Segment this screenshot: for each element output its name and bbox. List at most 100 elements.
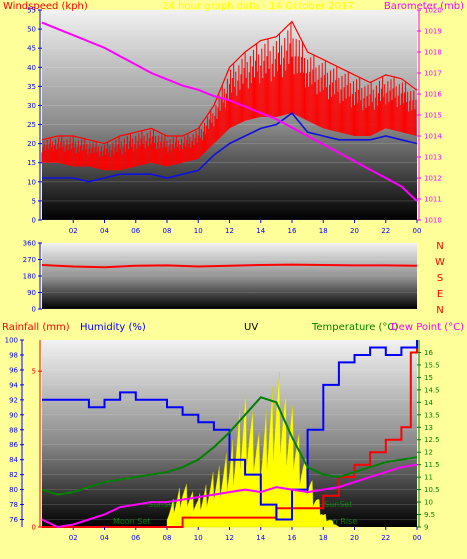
barometer-tick-label: 1013 xyxy=(424,154,442,162)
x-tick-label-bottom: 02 xyxy=(69,534,78,542)
wind-tick-label: 30 xyxy=(27,102,36,110)
humidity-tick-label: 98 xyxy=(9,351,18,359)
barometer-tick-label: 1017 xyxy=(424,70,442,78)
x-tick-label-bottom: 18 xyxy=(319,534,328,542)
moonset-annotation: Moon Set xyxy=(113,517,150,526)
temperature-tick-label: 11 xyxy=(424,474,433,482)
direction-letter: E xyxy=(437,289,443,300)
temperature-tick-label: 11.5 xyxy=(424,461,440,469)
wind-tick-label: 50 xyxy=(27,26,36,34)
chart-marks: 0510152025303540455055101010111012101310… xyxy=(5,7,443,543)
x-tick-label-bottom: 04 xyxy=(100,534,109,542)
x-tick-label: 22 xyxy=(381,227,390,235)
x-tick-label-bottom: 16 xyxy=(288,534,297,542)
humidity-tick-label: 96 xyxy=(9,366,18,374)
x-tick-label: 18 xyxy=(319,227,328,235)
temperature-tick-label: 9 xyxy=(424,524,428,532)
barometer-tick-label: 1019 xyxy=(424,28,442,36)
dew-point-line xyxy=(41,463,418,529)
barometer-tick-label: 1010 xyxy=(424,217,442,225)
x-tick-label-bottom: 10 xyxy=(194,534,203,542)
direction-letter: W xyxy=(435,257,445,268)
direction-tick-label: 270 xyxy=(23,256,36,264)
wind-tick-label: 40 xyxy=(27,64,36,72)
wind-gust-line xyxy=(41,20,418,145)
x-tick-label: 20 xyxy=(350,227,359,235)
direction-letter: N xyxy=(436,241,443,252)
wind-tick-label: 20 xyxy=(27,140,36,148)
direction-plot-area xyxy=(42,243,417,309)
x-tick-label: 08 xyxy=(163,227,172,235)
sunset-annotation: SunSet xyxy=(148,500,176,509)
temperature-tick-label: 9.5 xyxy=(424,511,435,519)
humidity-tick-label: 84 xyxy=(9,456,18,464)
humidity-tick-label: 94 xyxy=(9,381,18,389)
x-tick-label: 04 xyxy=(100,227,109,235)
wind-speed-line xyxy=(42,112,418,183)
temperature-tick-label: 15.5 xyxy=(424,361,440,369)
barometer-tick-label: 1014 xyxy=(424,133,442,141)
humidity-tick-label: 90 xyxy=(9,411,18,419)
humidity-tick-label: 76 xyxy=(9,516,18,524)
temperature-tick-label: 12.5 xyxy=(424,436,440,444)
direction-line xyxy=(41,263,418,269)
direction-tick-label: 180 xyxy=(23,273,36,281)
x-tick-label-bottom: 22 xyxy=(381,534,390,542)
x-tick-label-bottom: 00 xyxy=(413,534,422,542)
chart-title: 24 hour graph data - 14 October 2017 xyxy=(162,1,353,12)
direction-tick-label: 360 xyxy=(23,240,36,248)
barometer-tick-label: 1012 xyxy=(424,175,442,183)
humidity-tick-label: 88 xyxy=(9,426,18,434)
humidity-tick-label: 92 xyxy=(9,396,18,404)
temperature-tick-label: 13.5 xyxy=(424,411,440,419)
x-tick-label: 14 xyxy=(256,227,265,235)
x-tick-label-bottom: 20 xyxy=(350,534,359,542)
barometer-tick-label: 1020 xyxy=(424,7,442,15)
barometer-tick-label: 1016 xyxy=(424,91,442,99)
barometer-tick-label: 1018 xyxy=(424,49,442,57)
direction-tick-label: 0 xyxy=(32,306,36,314)
direction-letter: N xyxy=(436,305,443,316)
uv-label: UV xyxy=(244,322,258,333)
x-tick-label: 00 xyxy=(413,227,422,235)
x-tick-label: 16 xyxy=(288,227,297,235)
x-tick-label: 12 xyxy=(225,227,234,235)
temperature-tick-label: 12 xyxy=(424,449,433,457)
temperature-tick-label: 14.5 xyxy=(424,386,440,394)
wind-tick-label: 0 xyxy=(32,217,36,225)
humidity-tick-label: 78 xyxy=(9,501,18,509)
temperature-tick-label: 16 xyxy=(424,349,433,357)
windspeed-axis-label: Windspeed (kph) xyxy=(3,1,88,12)
humidity-axis-label: Humidity (%) xyxy=(80,322,146,333)
barometer-axis-label: Barometer (mb) xyxy=(384,1,464,12)
x-tick-label-bottom: 12 xyxy=(225,534,234,542)
humidity-tick-label: 100 xyxy=(5,337,18,345)
moonrise-annotation: Moon Rise xyxy=(316,517,357,526)
wind-tick-label: 35 xyxy=(27,83,36,91)
wind-tick-label: 10 xyxy=(27,178,36,186)
direction-letter: S xyxy=(437,273,443,284)
humidity-tick-label: 82 xyxy=(9,471,18,479)
temperature-tick-label: 15 xyxy=(424,374,433,382)
temperature-tick-label: 10.5 xyxy=(424,486,440,494)
dew-point-axis-label: Dew Point (°C) xyxy=(391,322,464,333)
wind-tick-label: 45 xyxy=(27,45,36,53)
x-tick-label-bottom: 08 xyxy=(163,534,172,542)
rain-tick-label: 0 xyxy=(32,524,36,532)
temperature-axis-label: Temperature (°C) xyxy=(311,322,398,333)
x-tick-label: 10 xyxy=(194,227,203,235)
barometer-line xyxy=(41,21,418,202)
humidity-tick-label: 80 xyxy=(9,486,18,494)
humidity-tick-label: 86 xyxy=(9,441,18,449)
wind-tick-label: 55 xyxy=(27,7,36,15)
barometer-tick-label: 1015 xyxy=(424,112,442,120)
temperature-tick-label: 13 xyxy=(424,424,433,432)
rainfall-axis-label: Rainfall (mm) xyxy=(2,322,70,333)
wind-tick-label: 25 xyxy=(27,121,36,129)
direction-letters: N W S E N xyxy=(435,241,445,316)
rain-tick-label: 5 xyxy=(32,368,36,376)
humidity-line xyxy=(42,340,418,521)
temperature-tick-label: 10 xyxy=(424,499,433,507)
